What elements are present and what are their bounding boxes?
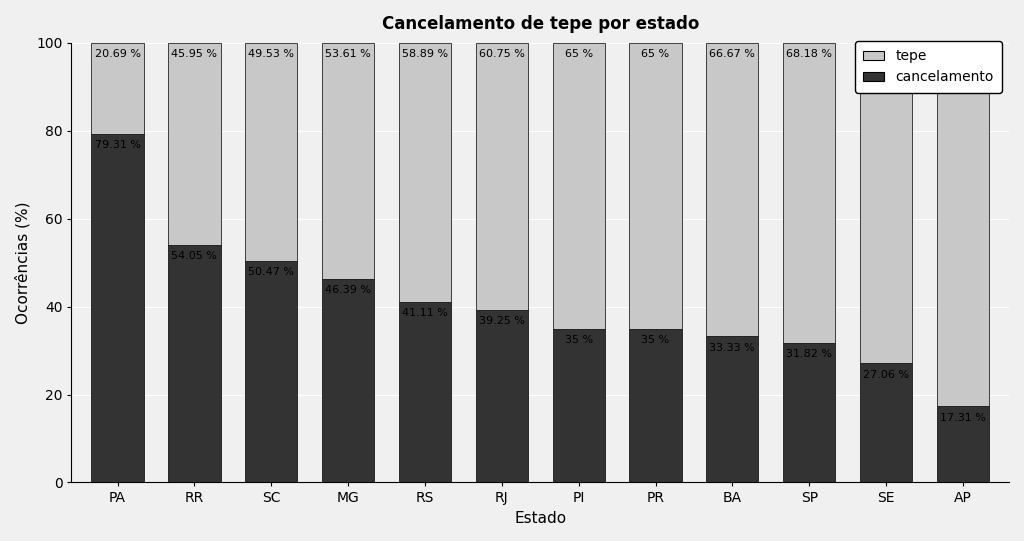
- Bar: [783, 43, 836, 342]
- Bar: [245, 43, 297, 261]
- Text: 65 %: 65 %: [641, 49, 670, 60]
- Text: 53.61 %: 53.61 %: [326, 49, 371, 60]
- Text: 39.25 %: 39.25 %: [479, 316, 525, 327]
- Legend: tepe, cancelamento: tepe, cancelamento: [855, 41, 1002, 93]
- Bar: [553, 43, 605, 328]
- Text: 49.53 %: 49.53 %: [248, 49, 294, 60]
- Text: 72.94 %: 72.94 %: [863, 49, 909, 60]
- Bar: [937, 43, 989, 406]
- Text: 50.47 %: 50.47 %: [248, 267, 294, 277]
- Bar: [707, 336, 759, 483]
- Text: 65 %: 65 %: [564, 49, 593, 60]
- Text: 31.82 %: 31.82 %: [786, 349, 833, 359]
- Bar: [553, 328, 605, 483]
- Bar: [398, 43, 452, 302]
- Text: 58.89 %: 58.89 %: [401, 49, 449, 60]
- Text: 60.75 %: 60.75 %: [479, 49, 524, 60]
- Bar: [707, 43, 759, 336]
- Y-axis label: Ocorrências (%): Ocorrências (%): [15, 201, 31, 324]
- Bar: [245, 261, 297, 483]
- Text: 66.67 %: 66.67 %: [710, 49, 756, 60]
- Bar: [168, 245, 220, 483]
- Bar: [860, 43, 912, 364]
- Bar: [937, 406, 989, 483]
- Bar: [630, 328, 682, 483]
- X-axis label: Estado: Estado: [514, 511, 566, 526]
- Text: 33.33 %: 33.33 %: [710, 342, 756, 353]
- Text: 27.06 %: 27.06 %: [863, 370, 909, 380]
- Bar: [322, 279, 374, 483]
- Text: 35 %: 35 %: [564, 335, 593, 345]
- Bar: [398, 302, 452, 483]
- Bar: [91, 134, 143, 483]
- Bar: [91, 43, 143, 134]
- Title: Cancelamento de tepe por estado: Cancelamento de tepe por estado: [382, 15, 699, 33]
- Bar: [168, 43, 220, 245]
- Bar: [860, 364, 912, 483]
- Text: 82.69 %: 82.69 %: [940, 49, 986, 60]
- Text: 17.31 %: 17.31 %: [940, 413, 986, 423]
- Bar: [783, 342, 836, 483]
- Bar: [630, 43, 682, 328]
- Text: 68.18 %: 68.18 %: [786, 49, 833, 60]
- Text: 35 %: 35 %: [641, 335, 670, 345]
- Text: 45.95 %: 45.95 %: [171, 49, 217, 60]
- Text: 79.31 %: 79.31 %: [94, 141, 140, 150]
- Text: 46.39 %: 46.39 %: [325, 285, 371, 295]
- Text: 41.11 %: 41.11 %: [402, 308, 447, 318]
- Text: 20.69 %: 20.69 %: [94, 49, 140, 60]
- Text: 54.05 %: 54.05 %: [171, 252, 217, 261]
- Bar: [476, 310, 528, 483]
- Bar: [476, 43, 528, 310]
- Bar: [322, 43, 374, 279]
